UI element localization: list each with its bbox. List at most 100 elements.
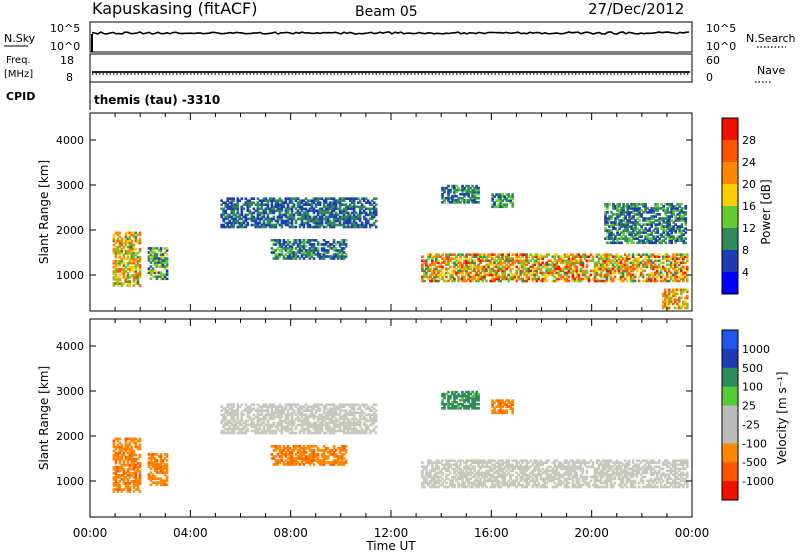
power-cell [312, 251, 316, 254]
velocity-cell [370, 409, 374, 412]
velocity-cell [278, 417, 282, 421]
power-cell [608, 203, 611, 206]
power-cell [667, 302, 671, 306]
velocity-cell [334, 409, 338, 412]
power-cell [276, 241, 280, 244]
power-cell [338, 219, 342, 223]
power-cell [651, 253, 655, 256]
power-cell [551, 273, 555, 277]
power-cell [674, 215, 677, 218]
velocity-cell [112, 445, 116, 449]
power-cell [282, 255, 286, 258]
power-cell [124, 266, 128, 269]
velocity-cell [318, 421, 322, 425]
power-cell [635, 263, 639, 267]
power-cell [477, 267, 480, 271]
power-cell [334, 203, 338, 206]
power-cell [296, 251, 300, 254]
velocity-cell [431, 477, 434, 481]
power-cell [533, 259, 537, 263]
power-cell [665, 304, 669, 308]
power-cell [308, 225, 312, 229]
power-cell [485, 269, 488, 273]
velocity-cell [350, 413, 354, 417]
power-cell [497, 263, 500, 267]
velocity-cell [352, 425, 356, 429]
noise-left-tick-bottom: 10^0 [50, 40, 80, 53]
velocity-cell [328, 431, 332, 435]
velocity-cell [433, 475, 436, 479]
power-cell [614, 219, 617, 222]
power-cell [626, 241, 629, 245]
power-cell [116, 261, 120, 265]
power-cell [340, 251, 344, 254]
velocity-cell [118, 441, 122, 445]
velocity-cell [226, 403, 230, 406]
velocity-cell [322, 459, 326, 462]
power-cell [543, 255, 547, 258]
velocity-cell [437, 477, 440, 481]
power-cell [573, 263, 577, 267]
power-cell [665, 296, 669, 300]
velocity-cell [161, 481, 165, 484]
velocity-cell [224, 415, 227, 419]
velocity-cell [437, 467, 440, 471]
power-cell [543, 273, 547, 277]
velocity-cell [312, 417, 316, 421]
velocity-cell [238, 405, 242, 408]
power-cell [615, 265, 619, 269]
power-cell [616, 205, 619, 208]
power-cell [128, 257, 132, 261]
power-cell [533, 275, 537, 279]
power-cell [624, 221, 627, 224]
power-cell [614, 223, 617, 226]
velocity-cell [332, 459, 336, 462]
power-cell [638, 223, 641, 226]
power-cell [453, 186, 456, 190]
power-cell [654, 213, 657, 216]
velocity-cell [294, 459, 298, 462]
noise-sky-label: N.Sky [4, 32, 36, 45]
power-cell [656, 207, 659, 210]
power-cell [634, 233, 637, 236]
velocity-cell [134, 476, 138, 479]
power-cell [680, 225, 684, 228]
velocity-cell [157, 455, 161, 458]
power-cell [481, 269, 484, 273]
power-cell [254, 203, 258, 206]
power-cell [324, 217, 328, 221]
power-cell [328, 223, 332, 227]
velocity-cell [374, 417, 378, 421]
power-cell [535, 269, 539, 273]
power-cell [340, 249, 344, 252]
velocity-cell [372, 411, 376, 415]
velocity-cell [260, 417, 264, 421]
power-cell [262, 215, 266, 219]
velocity-cell [314, 421, 318, 425]
velocity-cell [276, 445, 280, 448]
power-cell [276, 203, 280, 206]
velocity-cell [308, 413, 312, 417]
power-cell [682, 217, 686, 220]
velocity-cell [324, 407, 328, 410]
power-cell [451, 271, 454, 275]
power-cell [441, 277, 444, 281]
power-cell [298, 199, 302, 202]
power-cell [487, 267, 490, 271]
velocity-cell [112, 465, 116, 469]
velocity-cell [118, 480, 122, 483]
velocity-cell [116, 484, 120, 487]
power-cell [312, 209, 316, 213]
velocity-cell [230, 415, 234, 419]
power-cell [663, 292, 667, 296]
velocity-cell [332, 455, 336, 458]
power-cell [296, 209, 300, 213]
power-cell [545, 261, 549, 265]
power-cell [232, 205, 236, 209]
power-cell [682, 288, 685, 292]
velocity-cell [354, 423, 358, 427]
power-cell [471, 192, 474, 196]
power-cell [423, 273, 426, 277]
power-cell [555, 259, 559, 263]
velocity-cell [304, 419, 308, 423]
